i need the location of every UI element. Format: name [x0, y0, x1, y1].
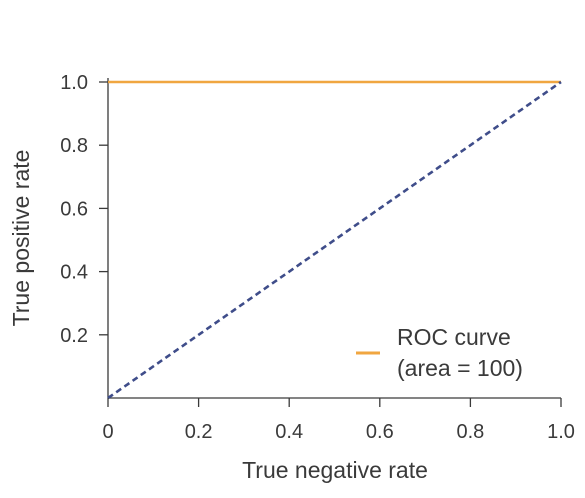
legend: ROC curve (area = 100)	[356, 324, 523, 381]
x-tick-label: 0.4	[275, 421, 303, 443]
x-tick-label: 1.0	[547, 421, 575, 443]
y-axis-title: True positive rate	[8, 150, 34, 327]
ticks: 0 0.2 0.4 0.6 0.8 1.0 0.2 0.4 0.6 0.8 1.0	[60, 72, 575, 443]
y-tick-label: 0.6	[60, 198, 88, 220]
y-tick-label: 0.4	[60, 262, 88, 284]
x-tick-label: 0.8	[456, 421, 484, 443]
x-tick-label: 0.2	[185, 421, 213, 443]
diagonal-reference-line	[107, 80, 562, 400]
y-tick-label: 0.8	[60, 135, 88, 157]
y-tick-label: 0.2	[60, 325, 88, 347]
x-tick-label: 0	[102, 421, 113, 443]
axes	[107, 78, 561, 399]
legend-label-line1: ROC curve	[397, 324, 511, 350]
series-layer	[107, 80, 562, 400]
y-tick-label: 1.0	[60, 72, 88, 94]
x-axis-title: True negative rate	[242, 457, 428, 483]
legend-label-line2: (area = 100)	[397, 355, 523, 381]
x-tick-label: 0.6	[366, 421, 394, 443]
